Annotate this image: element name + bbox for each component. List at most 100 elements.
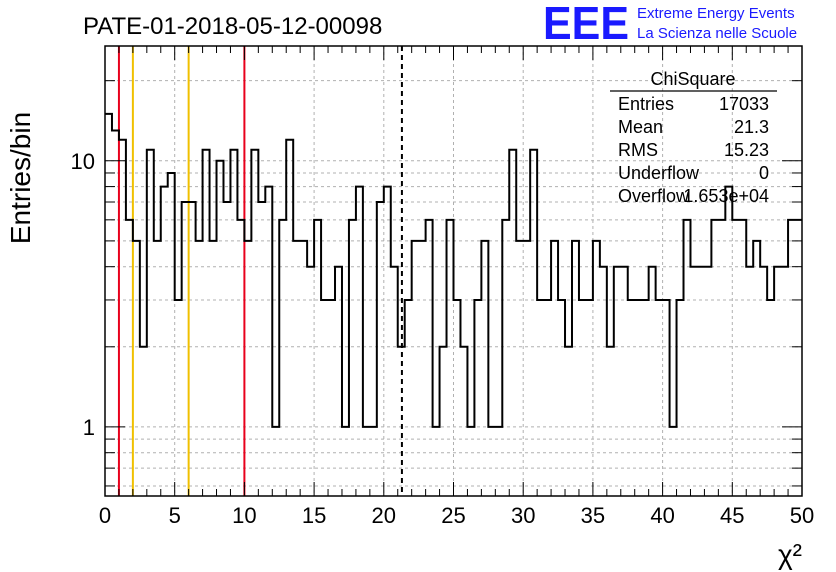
histogram-outline [105, 112, 802, 428]
histogram-bin [788, 220, 795, 496]
histogram-bin [474, 300, 481, 496]
stats-box: ChiSquare Entries 17033 Mean 21.3 RMS 15.23 Un… [610, 69, 777, 206]
histogram-bin [746, 267, 753, 496]
x-tick-label: 40 [650, 503, 674, 528]
histogram-bin [433, 427, 440, 496]
histogram-bin [286, 140, 293, 496]
histogram-bin [663, 300, 670, 496]
histogram-bin [203, 150, 210, 496]
stats-label: Underflow [618, 163, 700, 183]
stats-label: RMS [618, 140, 658, 160]
histogram-bin [704, 267, 711, 496]
stats-value: 21.3 [734, 117, 769, 137]
histogram-bin [300, 241, 307, 496]
stats-value: 17033 [719, 94, 769, 114]
histogram-bin [586, 300, 593, 496]
histogram-bin [189, 202, 196, 496]
x-axis-label: χ² [778, 539, 802, 570]
x-tick-label: 20 [372, 503, 396, 528]
x-tick-label: 0 [99, 503, 111, 528]
histogram-bin [363, 427, 370, 496]
histogram [105, 112, 802, 496]
histogram-bin [690, 267, 697, 496]
histogram-bin [558, 300, 565, 496]
logo-line-1: Extreme Energy Events [637, 5, 795, 22]
histogram-bin [314, 220, 321, 496]
histogram-bin [454, 300, 461, 496]
histogram-bin [405, 300, 412, 496]
x-tick-label: 10 [232, 503, 256, 528]
histogram-bin [621, 267, 628, 496]
histogram-bin [551, 241, 558, 496]
histogram-bin [711, 220, 718, 496]
histogram-bin [614, 267, 621, 496]
histogram-bin [335, 267, 342, 496]
histogram-bin [342, 427, 349, 496]
histogram-bin [196, 241, 203, 496]
histogram-bin [412, 241, 419, 496]
histogram-bin [649, 267, 656, 496]
histogram-bin [628, 300, 635, 496]
histogram-bin [223, 202, 230, 496]
x-tick-label: 45 [720, 503, 744, 528]
histogram-bin [481, 241, 488, 496]
histogram-bin [440, 347, 447, 496]
histogram-bin [419, 241, 426, 496]
x-tick-label: 35 [581, 503, 605, 528]
histogram-bin [307, 267, 314, 496]
histogram-bin [697, 267, 704, 496]
histogram-bin [370, 427, 377, 496]
histogram-bin [530, 150, 537, 496]
y-axis-label: Entries/bin [5, 112, 36, 244]
histogram-bin [718, 220, 725, 496]
histogram-bin [349, 220, 356, 496]
axes: 0 5 10 15 20 25 30 35 40 45 50 1 10 [71, 45, 814, 528]
histogram-bin [258, 202, 265, 496]
stats-value: 0 [759, 163, 769, 183]
histogram-bin [279, 220, 286, 496]
histogram-bin [565, 347, 572, 496]
y-tick-label: 1 [83, 415, 95, 440]
histogram-bin [537, 300, 544, 496]
histogram-bin [237, 220, 244, 496]
histogram-bin [210, 241, 217, 496]
histogram-bin [488, 427, 495, 496]
histogram-bin [725, 187, 732, 496]
histogram-bin [516, 241, 523, 496]
histogram-bin [523, 241, 530, 496]
y-tick-label: 10 [71, 149, 95, 174]
histogram-bin [112, 130, 119, 496]
histogram-bin [321, 300, 328, 496]
histogram-bin [677, 300, 684, 496]
histogram-bin [642, 300, 649, 496]
histogram-bin [600, 267, 607, 496]
histogram-bin [140, 347, 147, 496]
chart-title: PATE-01-2018-05-12-00098 [83, 13, 382, 40]
histogram-bin [175, 300, 182, 496]
histogram-bin [572, 241, 579, 496]
stats-title: ChiSquare [650, 69, 735, 89]
histogram-bin [426, 220, 433, 496]
histogram-bin [767, 300, 774, 496]
histogram-bin [732, 220, 739, 496]
logo-line-2: La Scienza nelle Scuole [637, 25, 797, 42]
reference-lines [117, 46, 403, 496]
histogram-bin [230, 150, 237, 496]
histogram-bin [251, 150, 258, 496]
histogram-bin [265, 187, 272, 496]
histogram-bin [739, 220, 746, 496]
stats-label: Mean [618, 117, 663, 137]
histogram-bin [293, 241, 300, 496]
stats-label: Overflow [618, 186, 690, 206]
x-tick-label: 30 [511, 503, 535, 528]
histogram-bin [502, 220, 509, 496]
histogram-bin [244, 241, 251, 496]
histogram-bin [182, 202, 189, 496]
histogram-bin [753, 241, 760, 496]
x-tick-label: 50 [790, 503, 814, 528]
histogram-bin [272, 427, 279, 496]
histogram-bin [656, 300, 663, 496]
stats-value: 1.653e+04 [683, 186, 769, 206]
histogram-bin [467, 427, 474, 496]
